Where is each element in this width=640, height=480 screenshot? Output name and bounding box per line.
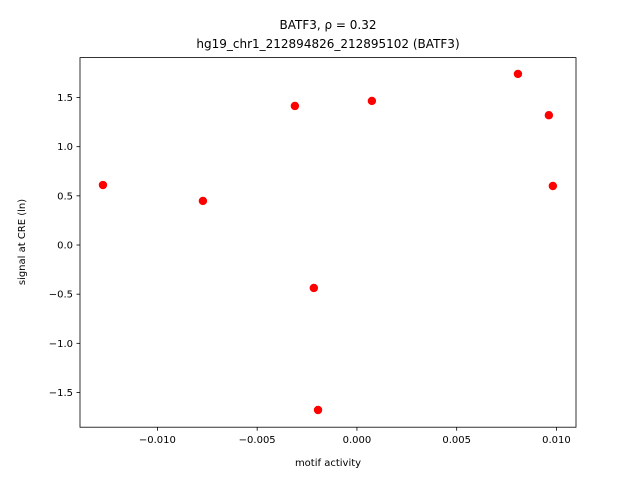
y-tick-label: −1.5 [49,388,73,399]
chart-title: BATF3, ρ = 0.32 [279,18,376,32]
x-tick-label: 0.000 [343,435,372,446]
y-tick-label: 1.5 [57,93,73,104]
point [513,69,523,79]
point [313,405,323,415]
y-tick-label: 1.0 [57,142,73,153]
y-tick-label: 0.5 [57,191,73,202]
y-axis-label: signal at CRE (ln) [17,199,28,285]
point [98,180,108,190]
point [198,196,208,206]
x-tick-label: −0.010 [139,435,176,446]
point [548,181,558,191]
x-axis-label: motif activity [295,458,361,469]
plot-frame [79,57,577,428]
y-tick-label: 0.0 [57,241,73,252]
y-tick-label: −1.0 [49,339,73,350]
y-tick-label: −0.5 [49,290,73,301]
chart-subtitle: hg19_chr1_212894826_212895102 (BATF3) [196,37,459,51]
point [544,111,554,120]
x-tick-label: 0.010 [542,435,571,446]
x-tick-label: −0.005 [239,435,276,446]
point [290,101,300,111]
point [309,283,319,293]
point [367,96,377,106]
x-tick-label: 0.005 [442,435,471,446]
